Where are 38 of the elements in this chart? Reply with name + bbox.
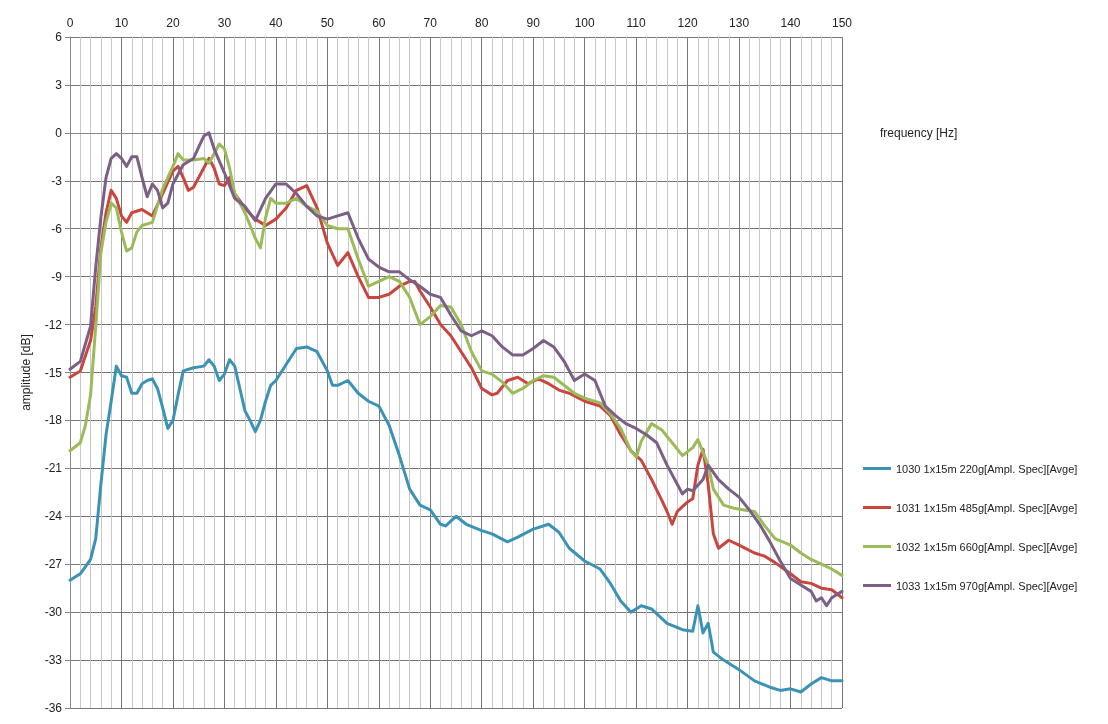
- y-tick-label: -24: [44, 509, 63, 524]
- legend-label: 1031 1x15m 485g[Ampl. Spec][Avge]: [896, 501, 1078, 514]
- x-tick-label: 140: [780, 16, 801, 30]
- x-tick-label: 110: [626, 16, 647, 30]
- x-axis-title: frequency [Hz]: [880, 125, 958, 140]
- line-series: [68, 345, 844, 694]
- y-tick-label: -27: [44, 557, 63, 572]
- y-tick-label: -21: [44, 461, 63, 476]
- y-tick-label: 3: [55, 77, 63, 92]
- x-tick-label: 30: [217, 16, 232, 30]
- x-tick-label: 150: [831, 16, 853, 30]
- x-tick-label: 70: [423, 16, 438, 30]
- y-axis-title: amplitude [dB]: [19, 334, 33, 411]
- legend-label: 1033 1x15m 970g[Ampl. Spec][Avge]: [896, 579, 1078, 592]
- y-tick-label: -18: [44, 413, 63, 428]
- x-tick-label: 40: [269, 16, 283, 30]
- y-tick-label: 0: [55, 125, 63, 140]
- x-tick-label: 130: [729, 16, 750, 30]
- y-tick-label: -15: [44, 365, 63, 380]
- y-tick-label: -33: [44, 653, 63, 668]
- y-tick-label: -36: [44, 701, 63, 715]
- y-tick-label: -6: [51, 221, 63, 236]
- x-tick-label: 20: [166, 16, 180, 30]
- y-tick-label: -9: [51, 269, 63, 284]
- x-tick-label: 60: [372, 16, 386, 30]
- y-tick-label: -30: [44, 605, 63, 620]
- x-tick-label: 90: [526, 16, 541, 30]
- x-tick-label: 100: [574, 16, 595, 30]
- legend-label: 1030 1x15m 220g[Ampl. Spec][Avge]: [896, 462, 1078, 475]
- x-tick-label: 120: [677, 16, 698, 30]
- x-tick-label: 10: [114, 16, 129, 30]
- legend-label: 1032 1x15m 660g[Ampl. Spec][Avge]: [896, 540, 1078, 553]
- x-tick-label: 0: [66, 16, 74, 30]
- y-tick-label: 6: [55, 30, 63, 44]
- x-tick-label: 50: [320, 16, 335, 30]
- x-tick-label: 80: [475, 16, 489, 30]
- y-tick-label: -3: [51, 173, 63, 188]
- y-tick-label: -12: [44, 317, 63, 332]
